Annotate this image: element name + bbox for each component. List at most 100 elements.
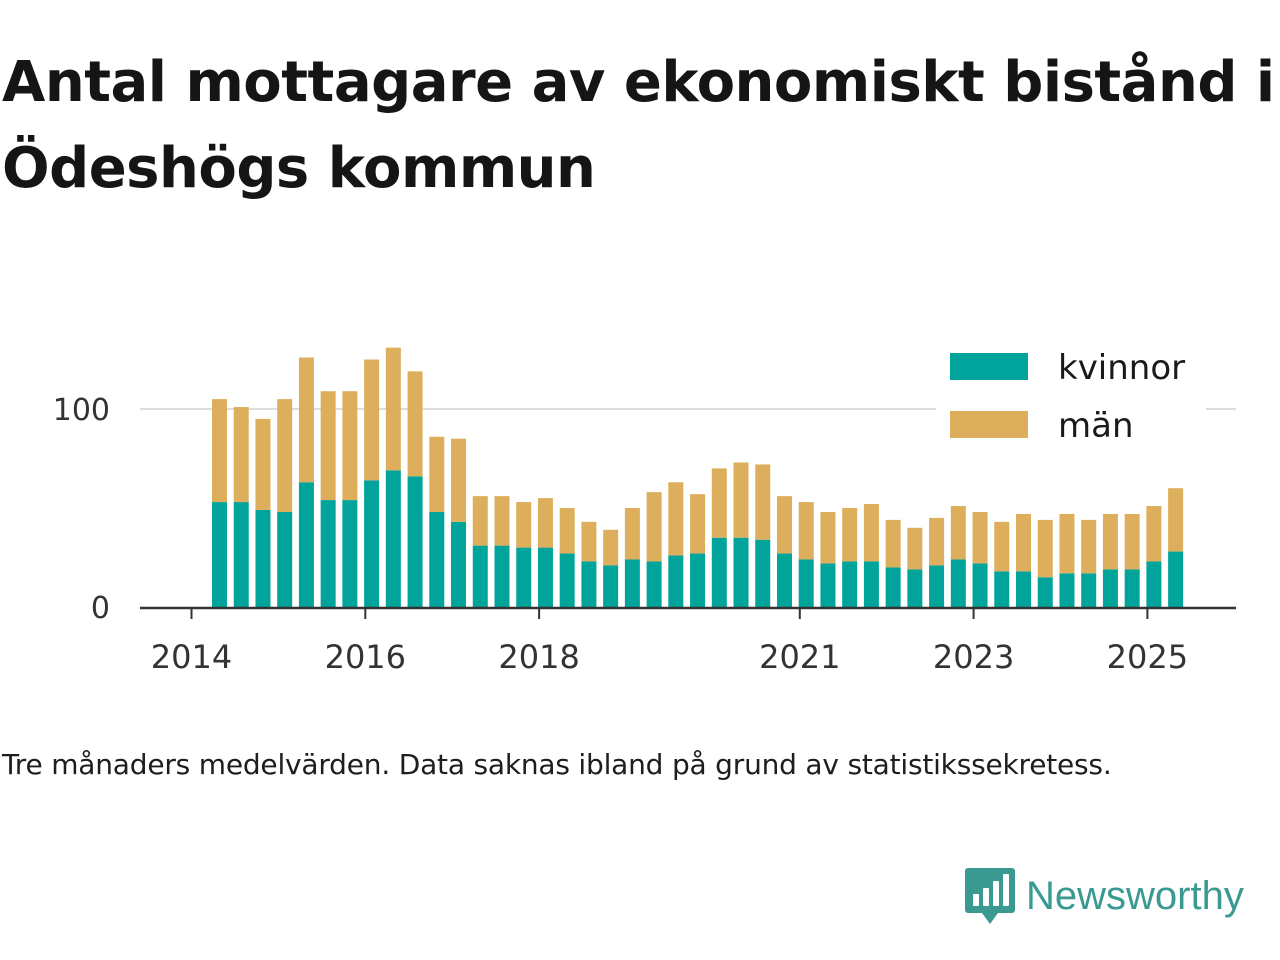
bar-kvinnor-3 (277, 511, 293, 607)
bar-kvinnor-8 (385, 470, 401, 607)
bar-kvinnor-7 (364, 480, 380, 607)
bar-man-7 (364, 359, 380, 481)
bar-kvinnor-30 (863, 561, 879, 607)
bar-kvinnor-25 (755, 539, 771, 607)
newsworthy-logo-icon (965, 868, 1015, 924)
bar-kvinnor-6 (342, 500, 358, 607)
bars (212, 347, 1184, 607)
bar-kvinnor-9 (407, 476, 423, 607)
bar-man-29 (842, 508, 858, 562)
bar-man-15 (537, 498, 553, 548)
bar-kvinnor-11 (451, 521, 467, 607)
x-tick-label: 2023 (933, 638, 1014, 676)
chart-title: Antal mottagare av ekonomiskt bistånd i … (2, 50, 1275, 201)
bar-man-11 (451, 438, 467, 522)
bar-man-17 (581, 521, 597, 562)
x-tick-label: 2018 (498, 638, 579, 676)
bar-man-3 (277, 399, 293, 512)
bar-kvinnor-27 (798, 559, 814, 607)
bar-man-40 (1081, 519, 1097, 574)
bar-man-36 (994, 521, 1010, 572)
bar-man-28 (820, 511, 836, 564)
bar-man-31 (885, 519, 901, 568)
bar-kvinnor-14 (516, 547, 532, 607)
bar-man-37 (1016, 513, 1032, 572)
bar-kvinnor-16 (559, 553, 575, 607)
bar-kvinnor-43 (1146, 561, 1162, 607)
bar-man-16 (559, 508, 575, 554)
bar-man-18 (603, 529, 619, 566)
brand-name: Newsworthy (1026, 873, 1244, 918)
legend-label-kvinnor: kvinnor (1058, 348, 1185, 388)
bar-kvinnor-21 (668, 555, 684, 607)
bar-kvinnor-13 (494, 545, 510, 607)
bar-kvinnor-1 (233, 502, 249, 607)
bar-man-42 (1124, 513, 1140, 570)
bar-kvinnor-15 (537, 547, 553, 607)
y-tick-label: 100 (53, 393, 110, 428)
bar-kvinnor-18 (603, 565, 619, 607)
bar-kvinnor-40 (1081, 573, 1097, 607)
bar-kvinnor-29 (842, 561, 858, 607)
bar-man-10 (429, 436, 445, 512)
bar-kvinnor-32 (907, 569, 923, 607)
bar-man-13 (494, 496, 510, 546)
bar-kvinnor-42 (1124, 569, 1140, 607)
bar-man-24 (733, 462, 749, 538)
bar-man-32 (907, 527, 923, 570)
x-tick-label: 2021 (759, 638, 840, 676)
bar-man-23 (711, 468, 727, 538)
bar-man-4 (298, 357, 314, 483)
bar-kvinnor-5 (320, 500, 336, 607)
brand-logo: Newsworthy (964, 864, 1244, 928)
bar-man-21 (668, 482, 684, 556)
legend-swatch-man (950, 411, 1028, 438)
bar-kvinnor-26 (776, 553, 792, 607)
bar-man-44 (1168, 488, 1184, 552)
bar-kvinnor-41 (1102, 569, 1118, 607)
legend-swatch-kvinnor (950, 353, 1028, 380)
bar-man-6 (342, 391, 358, 501)
x-tick-label: 2014 (151, 638, 232, 676)
bar-man-43 (1146, 506, 1162, 562)
bar-man-12 (472, 496, 488, 546)
bar-man-14 (516, 502, 532, 548)
bar-man-30 (863, 504, 879, 562)
bar-man-33 (929, 517, 945, 566)
bar-kvinnor-36 (994, 571, 1010, 607)
bar-kvinnor-4 (298, 482, 314, 607)
bar-kvinnor-0 (212, 502, 227, 607)
bar-kvinnor-33 (929, 565, 945, 607)
bar-man-19 (624, 508, 640, 560)
bar-kvinnor-37 (1016, 571, 1032, 607)
x-tick-label: 2016 (325, 638, 406, 676)
bar-man-41 (1102, 513, 1118, 570)
bar-man-35 (972, 511, 988, 564)
bar-kvinnor-28 (820, 563, 836, 607)
bar-man-8 (385, 347, 401, 471)
bar-man-27 (798, 502, 814, 560)
bar-kvinnor-34 (950, 559, 966, 607)
stacked-bar-chart: 0 100 2014 2016 2018 2021 2023 2025 kvinnor män (52, 340, 1236, 676)
bar-kvinnor-20 (646, 561, 662, 607)
chart-caption: Tre månaders medelvärden. Data saknas ib… (2, 748, 1112, 781)
bar-man-26 (776, 496, 792, 554)
bar-kvinnor-35 (972, 563, 988, 607)
bar-kvinnor-39 (1059, 573, 1075, 607)
legend: kvinnor män (936, 340, 1206, 460)
bar-man-22 (690, 494, 706, 554)
bar-kvinnor-10 (429, 511, 445, 607)
legend-label-man: män (1058, 406, 1134, 446)
bar-man-1 (233, 407, 249, 503)
y-tick-label: 0 (91, 591, 110, 626)
axes: 0 100 2014 2016 2018 2021 2023 2025 (53, 393, 1236, 676)
bar-kvinnor-19 (624, 559, 640, 607)
bar-kvinnor-22 (690, 553, 706, 607)
x-tick-label: 2025 (1107, 638, 1188, 676)
bar-man-39 (1059, 513, 1075, 574)
bar-kvinnor-31 (885, 567, 901, 607)
bar-kvinnor-23 (711, 537, 727, 607)
bar-kvinnor-24 (733, 537, 749, 607)
bar-kvinnor-38 (1037, 577, 1053, 607)
bar-man-5 (320, 391, 336, 501)
